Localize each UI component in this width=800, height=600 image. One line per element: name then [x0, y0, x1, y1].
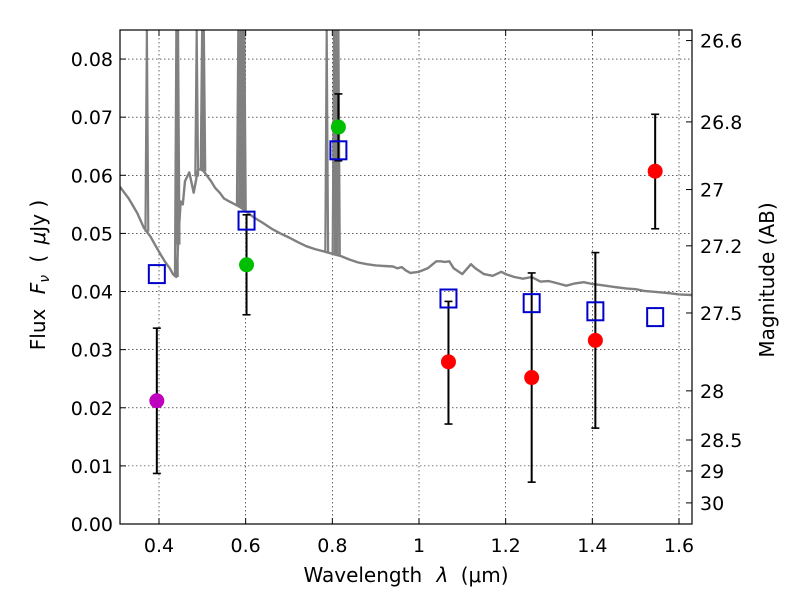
emission-line-spike [194, 30, 200, 177]
x-tick-label: 1 [413, 535, 425, 557]
y-tick-label: 0.07 [71, 107, 113, 129]
right-tick-label: 28.5 [700, 430, 742, 452]
y-tick-label: 0.06 [71, 165, 113, 187]
x-axis-label-symbol: λ [436, 563, 449, 587]
right-tick-label: 29 [700, 461, 724, 483]
emission-line-spike [201, 30, 207, 172]
right-axis-label: Magnitude (AB) [755, 202, 779, 357]
model-photometry-point [522, 293, 541, 314]
x-axis-label-unit: (μm) [461, 563, 509, 587]
observed-points [149, 119, 663, 409]
x-tick-label: 1.4 [577, 535, 607, 557]
y-axis-label-text: Flux [26, 308, 50, 350]
model-photometry-point [439, 288, 458, 309]
y-axis-label-mu: μ [26, 232, 50, 246]
model-photometry-point [646, 307, 665, 328]
axis-ticks: 0.4 0.6 0.8 1 1.2 1.4 1.6 0.00 0.01 0.02 0.03 0.04 0… [71, 30, 742, 557]
x-tick-label: 1.2 [491, 535, 521, 557]
observed-point [440, 354, 456, 370]
y-tick-label: 0.08 [71, 49, 113, 71]
x-tick-label: 0.6 [231, 535, 261, 557]
x-tick-label: 0.4 [144, 535, 174, 557]
right-tick-label: 27.2 [700, 236, 742, 258]
y-axis-label-symbol-sub: ν [37, 275, 53, 283]
observed-point [149, 393, 165, 409]
right-tick-label: 28 [700, 381, 724, 403]
model-photometry-points [147, 140, 665, 328]
x-tick-label: 1.6 [664, 535, 694, 557]
y-axis-label-open: ( [26, 255, 50, 263]
x-axis-label: Wavelength λ (μm) [303, 563, 508, 587]
emission-line-spike [335, 30, 341, 256]
plot-frame [119, 29, 693, 525]
x-tick-label: 0.8 [317, 535, 347, 557]
right-tick-label: 27 [700, 180, 724, 202]
model-spectrum-line [120, 168, 692, 297]
emission-line-spike [144, 30, 150, 232]
y-axis-label-symbol: F [26, 282, 50, 294]
emission-line-spike [324, 30, 330, 253]
right-tick-label: 26.8 [700, 112, 742, 134]
model-photometry-point [586, 301, 605, 322]
model-photometry-point [147, 264, 166, 285]
x-axis-label-text: Wavelength [303, 563, 422, 587]
y-tick-label: 0.01 [71, 456, 113, 478]
observed-point [587, 332, 603, 348]
y-tick-label: 0.02 [71, 398, 113, 420]
observed-point [524, 370, 540, 386]
y-tick-label: 0.03 [71, 340, 113, 362]
observed-point [647, 163, 663, 179]
emission-line-spike [241, 30, 247, 211]
y-axis-label: Flux Fν ( μJy ) [26, 200, 54, 350]
y-tick-label: 0.05 [71, 223, 113, 245]
right-tick-label: 30 [700, 493, 724, 515]
right-tick-label: 26.6 [700, 31, 742, 53]
model-photometry-point [329, 140, 348, 161]
observed-point [239, 257, 255, 273]
model-spectrum [120, 30, 692, 297]
observed-point [330, 119, 346, 135]
model-photometry-point [237, 210, 256, 231]
y-axis-label-unit: Jy ) [26, 200, 50, 234]
y-tick-label: 0.04 [71, 282, 113, 304]
emission-line-spike [175, 30, 181, 245]
y-tick-label: 0.00 [71, 514, 113, 536]
right-tick-label: 27.5 [700, 303, 742, 325]
